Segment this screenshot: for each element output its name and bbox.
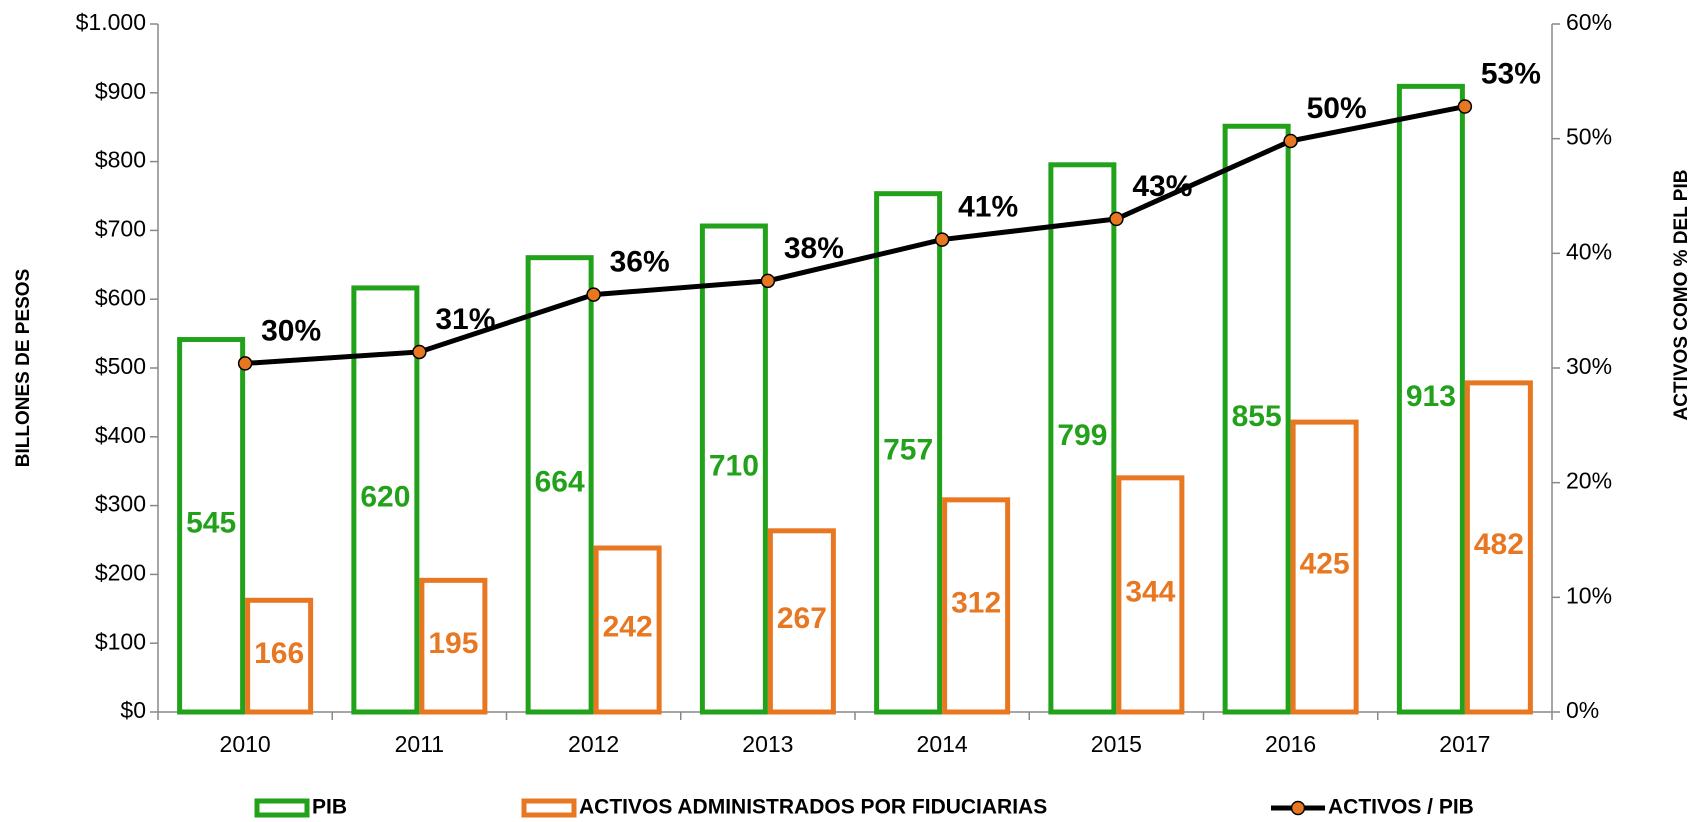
line-marker	[1283, 133, 1298, 149]
bar-value-label: 267	[777, 602, 827, 635]
line-marker	[586, 287, 601, 302]
bar	[1290, 419, 1359, 715]
bar-value-label: 855	[1232, 400, 1282, 433]
y-tick-label: $200	[95, 559, 146, 585]
y2-axis-title: ACTIVOS COMO % DEL PIB	[1671, 170, 1692, 421]
bar	[593, 545, 662, 715]
y-tick-label: $800	[95, 147, 146, 173]
y-tick-label: $700	[95, 215, 146, 241]
line-marker	[412, 344, 427, 360]
y-tick-label: $100	[95, 628, 146, 654]
y-tick-label: $600	[95, 284, 146, 310]
y2-tick-label: 60%	[1566, 9, 1612, 35]
bar	[1464, 380, 1533, 715]
bar	[942, 497, 1011, 715]
legend-swatch	[254, 798, 310, 818]
line-value-label: 53%	[1481, 57, 1541, 90]
legend-label: ACTIVOS / PIB	[1328, 796, 1474, 819]
x-tick-label: 2015	[1091, 731, 1142, 757]
y2-tick-label: 0%	[1566, 697, 1599, 723]
y-tick-label: $400	[95, 422, 146, 448]
x-tick-label: 2011	[395, 731, 444, 757]
bar-value-label: 664	[535, 466, 585, 499]
legend-marker	[1290, 800, 1306, 816]
y-tick-label: $0	[120, 697, 146, 723]
x-tick-label: 2017	[1439, 731, 1490, 757]
y-tick-label: $300	[95, 491, 146, 517]
bar	[699, 223, 768, 715]
bar-value-label: 482	[1474, 528, 1524, 561]
bar-value-label: 620	[360, 481, 410, 514]
line-value-label: 43%	[1132, 170, 1192, 203]
y-tick-label: $900	[95, 78, 146, 104]
y2-tick-label: 20%	[1566, 468, 1612, 494]
bar-value-label: 710	[709, 450, 759, 483]
bar	[874, 191, 943, 715]
y2-tick-label: 40%	[1566, 238, 1612, 264]
line-value-label: 50%	[1307, 92, 1367, 125]
bar	[351, 285, 420, 715]
y-tick-label: $500	[95, 353, 146, 379]
line-value-label: 31%	[435, 303, 495, 336]
line-marker	[1457, 99, 1473, 114]
bar-value-label: 757	[883, 434, 933, 467]
line	[244, 104, 1466, 366]
legend-label: PIB	[312, 796, 347, 819]
line-marker	[237, 356, 253, 371]
x-tick-label: 2014	[917, 731, 968, 757]
bar	[525, 255, 594, 715]
bar-value-label: 344	[1125, 576, 1175, 609]
bar-value-label: 242	[603, 611, 653, 644]
bar-value-label: 425	[1300, 548, 1350, 581]
bar	[1116, 475, 1185, 715]
bar	[245, 597, 314, 715]
legend-swatch	[521, 798, 577, 818]
line-marker	[1109, 211, 1124, 227]
x-tick-label: 2016	[1265, 731, 1316, 757]
bar-value-label: 195	[428, 627, 478, 660]
x-tick-label: 2012	[568, 731, 619, 757]
bar-value-label: 913	[1406, 380, 1456, 413]
bar	[767, 528, 836, 715]
line-marker	[760, 273, 776, 289]
x-tick-label: 2013	[742, 731, 793, 757]
legend-label: ACTIVOS ADMINISTRADOS POR FIDUCIARIAS	[579, 796, 1047, 819]
bar	[1222, 123, 1291, 715]
bar	[419, 577, 488, 715]
line-value-label: 38%	[784, 232, 844, 265]
bar	[1048, 162, 1117, 715]
line-value-label: 30%	[261, 314, 321, 347]
bar-value-label: 545	[186, 506, 236, 539]
bar	[1396, 83, 1465, 715]
x-tick-label: 2010	[220, 731, 271, 757]
y-axis-title: BILLONES DE PESOS	[13, 269, 34, 467]
y2-tick-label: 10%	[1566, 582, 1612, 608]
bar-value-label: 166	[254, 637, 304, 670]
line-marker	[934, 232, 950, 247]
y2-tick-label: 30%	[1566, 353, 1612, 379]
bar-value-label: 799	[1057, 419, 1107, 452]
y2-tick-label: 50%	[1566, 124, 1612, 150]
line-value-label: 41%	[958, 190, 1018, 223]
line-value-label: 36%	[610, 246, 670, 279]
bar	[177, 337, 246, 715]
bar-value-label: 312	[951, 587, 1001, 620]
y-tick-label: $1.000	[76, 9, 146, 35]
